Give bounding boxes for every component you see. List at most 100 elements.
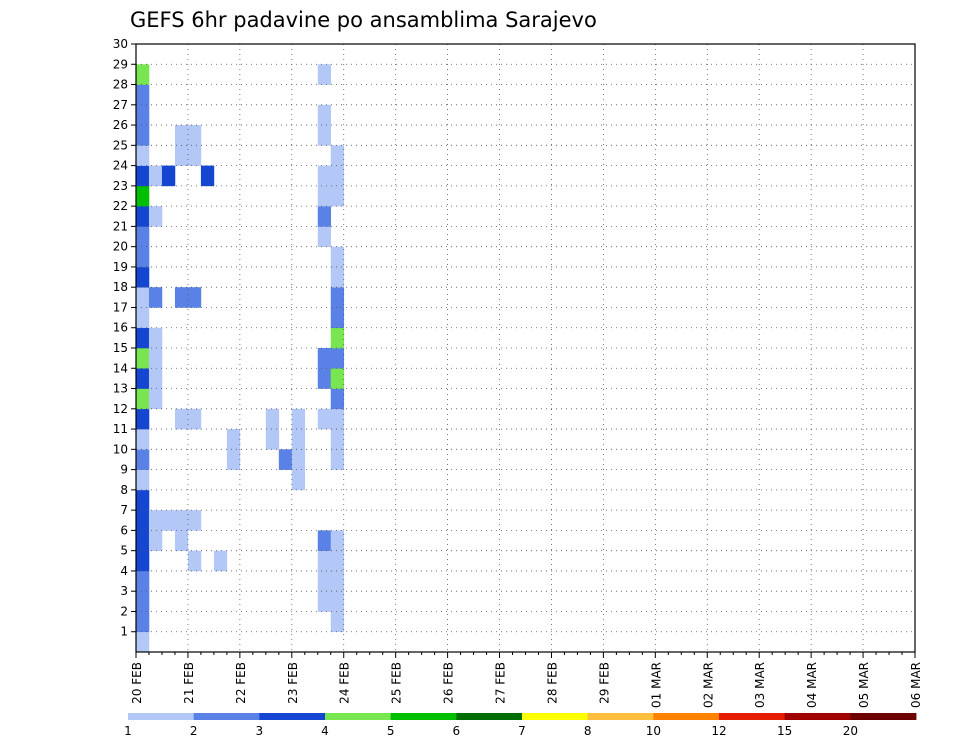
precip-cell: [330, 449, 345, 470]
precip-cell: [161, 165, 176, 187]
precip-cell: [317, 530, 332, 551]
y-tick-label: 12: [113, 402, 128, 416]
precip-cell: [136, 550, 150, 572]
y-tick-label: 28: [113, 78, 128, 92]
precip-cell: [148, 206, 163, 227]
precip-cell: [136, 591, 150, 612]
y-tick-label: 14: [113, 361, 128, 375]
precip-cell: [317, 104, 332, 126]
colorbar-swatch: [456, 713, 523, 720]
precip-cell: [136, 429, 150, 450]
precip-cell: [317, 348, 332, 369]
x-tick-label: 01 MAR: [649, 662, 663, 708]
precip-cell: [317, 64, 332, 85]
precip-cell: [278, 449, 293, 470]
precip-cell: [330, 611, 345, 633]
precip-cell: [187, 125, 202, 146]
y-tick-label: 17: [113, 300, 128, 314]
y-tick-label: 13: [113, 382, 128, 396]
plot-frame: [135, 43, 916, 653]
precip-cell: [136, 226, 150, 247]
precip-cell: [317, 408, 332, 430]
precip-cell: [330, 165, 345, 187]
precip-cell: [330, 246, 345, 268]
precip-cell: [136, 489, 150, 511]
precip-cell: [330, 287, 345, 308]
precip-cell: [136, 449, 150, 470]
precip-cell: [136, 408, 150, 430]
precip-cell: [330, 185, 345, 207]
x-tick-label: 27 FEB: [494, 662, 508, 704]
x-tick-label: 04 MAR: [805, 662, 819, 708]
precip-cell: [136, 206, 150, 227]
x-tick-label: 22 FEB: [234, 662, 248, 704]
precip-cell: [148, 348, 163, 369]
precip-cell: [136, 327, 150, 349]
x-tick-label: 05 MAR: [857, 662, 871, 708]
precip-cell: [226, 449, 241, 470]
precip-cell: [317, 206, 332, 227]
precip-cell: [330, 550, 345, 572]
colorbar-swatch: [259, 713, 326, 720]
precip-cell: [136, 348, 150, 369]
colorbar-swatch: [784, 713, 851, 720]
precip-cell: [136, 125, 150, 146]
precip-cell: [174, 408, 189, 430]
precip-cell: [213, 550, 228, 572]
precip-cell: [317, 368, 332, 389]
y-tick-label: 18: [113, 280, 128, 294]
x-tick-label: 20 FEB: [130, 662, 144, 704]
precip-cell: [330, 570, 345, 592]
precip-cell: [148, 287, 163, 308]
y-tick-label: 30: [113, 37, 128, 51]
precip-cell: [148, 368, 163, 389]
precip-cell: [291, 408, 306, 430]
y-tick-label: 4: [120, 564, 128, 578]
precip-cell: [330, 307, 345, 329]
precip-cell: [330, 530, 345, 551]
precip-cell: [174, 125, 189, 146]
x-tick-label: 25 FEB: [390, 662, 404, 704]
x-tick-label: 02 MAR: [701, 662, 715, 708]
precip-cell: [148, 165, 163, 187]
precip-cell: [136, 64, 150, 85]
y-tick-label: 11: [113, 422, 128, 436]
colorbar-label: 6: [453, 724, 461, 738]
colorbar-swatch: [653, 713, 720, 720]
y-tick-label: 24: [113, 159, 128, 173]
grid-layer: [136, 44, 915, 652]
colorbar-swatch: [390, 713, 457, 720]
y-tick-label: 9: [120, 463, 128, 477]
precip-cell: [136, 368, 150, 389]
precip-cell: [148, 530, 163, 551]
y-tick-label: 23: [113, 179, 128, 193]
colorbar-swatch: [325, 713, 392, 720]
y-tick-label: 7: [120, 503, 128, 517]
precip-cell: [317, 570, 332, 592]
precip-cell: [136, 185, 150, 207]
cells-layer: [136, 64, 345, 653]
precip-cell: [136, 266, 150, 288]
colorbar-label: 4: [321, 724, 329, 738]
colorbar-label: 12: [711, 724, 726, 738]
y-tick-label: 16: [113, 321, 128, 335]
precip-cell: [291, 429, 306, 450]
x-tick-label: 06 MAR: [909, 662, 923, 708]
precip-cell: [148, 510, 163, 531]
y-tick-label: 2: [120, 604, 128, 618]
precip-cell: [330, 368, 345, 389]
precip-cell: [317, 185, 332, 207]
colorbar-label: 7: [518, 724, 526, 738]
y-tick-label: 6: [120, 523, 128, 537]
precip-cell: [200, 165, 215, 187]
y-tick-label: 29: [113, 57, 128, 71]
y-tick-label: 5: [120, 544, 128, 558]
colorbar-label: 20: [843, 724, 858, 738]
colorbar-label: 5: [387, 724, 395, 738]
precip-cell: [187, 145, 202, 166]
colorbar-label: 1: [124, 724, 132, 738]
precip-cell: [136, 510, 150, 531]
colorbar-swatch: [522, 713, 589, 720]
precip-cell: [330, 429, 345, 450]
